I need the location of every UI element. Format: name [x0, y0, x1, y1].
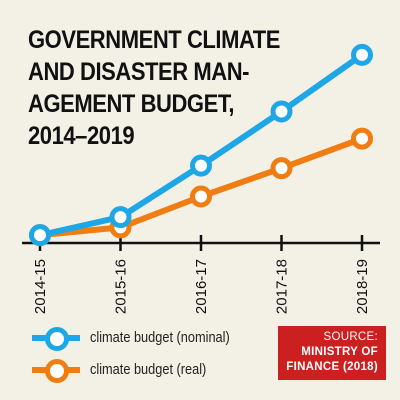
legend-item-real: climate budget (real) — [32, 354, 272, 386]
x-tick-labels: 2014-15 2015-16 2016-17 2017-18 2018-19 — [32, 259, 371, 314]
series-line-nominal — [37, 51, 365, 239]
point-nominal-2014-15 — [29, 224, 51, 247]
title-line-3: AGEMENT BUDGET, — [28, 90, 235, 118]
title-line-4: 2014–2019 — [28, 122, 135, 150]
x-tick-label-2018-19: 2018-19 — [354, 259, 371, 314]
source-heading: SOURCE: — [323, 331, 378, 343]
x-tick-label-2015-16: 2015-16 — [113, 259, 130, 314]
legend: climate budget (nominal) climate budget … — [32, 322, 272, 386]
point-real-2016-17 — [190, 185, 212, 208]
source-line-2: FINANCE (2018) — [286, 361, 378, 373]
point-nominal-2018-19 — [351, 43, 373, 66]
point-nominal-2015-16 — [109, 206, 132, 229]
source-box: SOURCE: MINISTRY OF FINANCE (2018) — [278, 326, 386, 380]
point-nominal-2016-17 — [190, 154, 212, 177]
legend-item-nominal: climate budget (nominal) — [32, 322, 272, 354]
point-real-2018-19 — [351, 127, 373, 150]
x-tick-label-2016-17: 2016-17 — [193, 259, 210, 314]
point-nominal-2017-18 — [270, 100, 293, 123]
legend-swatch-nominal — [32, 327, 80, 351]
x-tick-label-2017-18: 2017-18 — [274, 259, 291, 314]
x-tick-label-2014-15: 2014-15 — [32, 259, 49, 314]
legend-label-nominal: climate budget (nominal) — [90, 330, 230, 346]
source-line-1: MINISTRY OF — [301, 346, 378, 358]
x-axis — [22, 235, 380, 251]
legend-swatch-real — [32, 359, 80, 383]
legend-label-real: climate budget (real) — [90, 362, 207, 378]
title-line-1: GOVERNMENT CLIMATE — [28, 26, 281, 54]
chart-title: GOVERNMENT CLIMATE AND DISASTER MAN- AGE… — [28, 24, 336, 152]
series-layer — [29, 43, 373, 247]
series-nominal — [29, 43, 373, 247]
legend-marker-nominal — [45, 327, 69, 351]
title-line-2: AND DISASTER MAN- — [28, 58, 250, 86]
legend-marker-real — [45, 359, 69, 383]
point-real-2017-18 — [270, 157, 293, 180]
